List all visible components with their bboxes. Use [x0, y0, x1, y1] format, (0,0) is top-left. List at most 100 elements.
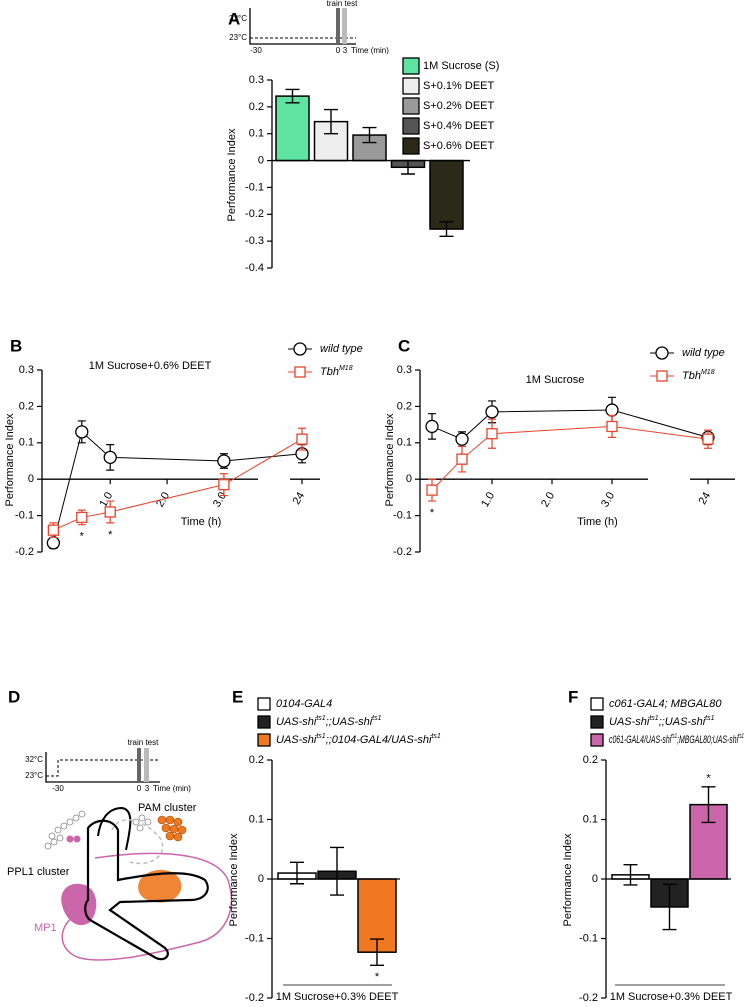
legend-label: 1M Sucrose (S)	[423, 60, 499, 72]
test-bar	[342, 8, 347, 44]
marker	[47, 524, 60, 536]
x-tick-label: 24	[291, 490, 308, 507]
legend-swatch	[590, 715, 604, 729]
diagram-label: PPL1 cluster	[7, 866, 70, 878]
marker	[76, 511, 88, 524]
y-tick-label: -0.1	[579, 932, 598, 944]
legend-swatch	[402, 97, 420, 115]
y-tick-label: -0.2	[393, 546, 412, 558]
y-tick-label: 0.3	[397, 364, 412, 376]
pam-projection	[138, 869, 182, 903]
error-bar	[662, 883, 677, 931]
error-bar	[330, 846, 344, 896]
error-bar	[285, 88, 300, 104]
legend-label: wild type	[320, 343, 363, 355]
series-line	[431, 425, 709, 491]
marker	[46, 536, 61, 550]
protocol-label: train test	[128, 738, 159, 747]
y-tick-label: -0.2	[245, 208, 264, 220]
x-axis-title: 1M Sucrose+0.3% DEET	[610, 991, 733, 1003]
legend-label: S+0.4% DEET	[423, 120, 495, 132]
time-label: 3	[145, 784, 150, 793]
time-unit: Time (min)	[351, 46, 389, 55]
legend-label: 0104-GAL4	[276, 698, 332, 710]
marker	[456, 453, 468, 465]
inset-axis	[45, 752, 160, 783]
marker	[217, 454, 231, 468]
time-label: 3	[343, 46, 348, 55]
y-tick-label: 0.3	[249, 74, 264, 86]
temp-label: 32°C	[25, 755, 43, 764]
legend-label: S+0.1% DEET	[423, 80, 495, 92]
mushroom-body	[84, 819, 209, 961]
y-tick-label: 0.1	[249, 128, 264, 140]
y-axis-title: Performance Index	[384, 413, 396, 506]
panel-label: E	[232, 687, 243, 706]
y-axis-title: Performance Index	[228, 833, 240, 926]
time-label: -30	[52, 784, 64, 793]
legend-label: UAS-shits1;;UAS-shits1	[609, 715, 715, 728]
y-tick-label: 0.1	[19, 437, 34, 449]
temp-label: 23°C	[229, 33, 247, 42]
series-line	[52, 430, 303, 544]
y-tick-label: 0	[592, 873, 598, 885]
temperature-line	[46, 759, 160, 777]
y-axis-title: Performance Index	[4, 413, 16, 506]
y-tick-label: 0	[258, 873, 264, 885]
marker	[702, 433, 714, 445]
y-tick-label: 0.1	[249, 813, 264, 825]
y-tick-label: 0.3	[19, 364, 34, 376]
legend-marker	[656, 370, 668, 382]
y-tick-label: 0.2	[397, 400, 412, 412]
error-bar	[623, 864, 638, 886]
legend-swatch	[590, 697, 604, 711]
error-bar	[290, 861, 304, 885]
legend-label: c061-GAL4; MBGAL80	[609, 698, 722, 710]
protocol-inset: 32°C 23°C train test -30 0 3 Time (min)	[229, 0, 389, 55]
pam-cells	[157, 815, 187, 842]
x-tick-label: 1.0	[479, 490, 497, 509]
brain-diagram: PAM cluster PPL1 cluster MP1	[7, 802, 233, 961]
y-tick-label: 0.1	[397, 437, 412, 449]
y-tick-label: -0.1	[393, 510, 412, 522]
marker	[426, 484, 438, 496]
legend-swatch	[257, 697, 271, 711]
legend-label: wild type	[682, 347, 725, 359]
x-axis-title: Time (h)	[181, 516, 222, 528]
legend-swatch	[257, 733, 271, 747]
x-tick-label: 3.0	[211, 490, 229, 509]
y-tick-label: 0.2	[19, 400, 34, 412]
marker	[425, 419, 439, 434]
error-bar	[370, 938, 384, 966]
y-tick-label: 0.1	[583, 813, 598, 825]
panel-label: F	[568, 687, 578, 706]
significance-marker: *	[108, 529, 113, 541]
x-tick-label: 2.0	[539, 490, 557, 509]
error-bar	[439, 221, 454, 238]
significance-marker: *	[430, 507, 435, 519]
legend-label: S+0.6% DEET	[423, 140, 495, 152]
legend-label: TbhM18	[682, 369, 715, 382]
marker	[75, 425, 89, 439]
y-tick-label: 0.2	[249, 754, 264, 766]
legend-swatch	[402, 137, 420, 155]
significance-marker: *	[375, 971, 380, 983]
y-axis-title: Performance Index	[562, 833, 574, 926]
time-unit: Time (min)	[153, 784, 191, 793]
x-axis-title: 1M Sucrose+0.3% DEET	[276, 991, 399, 1003]
marker	[296, 433, 308, 445]
temp-label: 32°C	[229, 14, 247, 23]
legend-swatch	[402, 117, 420, 135]
marker	[103, 450, 117, 465]
legend-swatch	[257, 715, 271, 729]
y-axis-title: Performance Index	[226, 128, 238, 221]
legend-swatch	[590, 733, 604, 747]
time-label: 0	[137, 784, 142, 793]
y-tick-label: 0	[258, 154, 264, 166]
train-bar	[137, 748, 141, 782]
significance-marker: *	[706, 773, 711, 785]
y-tick-label: -0.1	[245, 932, 264, 944]
time-label: -30	[250, 46, 262, 55]
series-line	[53, 438, 303, 531]
